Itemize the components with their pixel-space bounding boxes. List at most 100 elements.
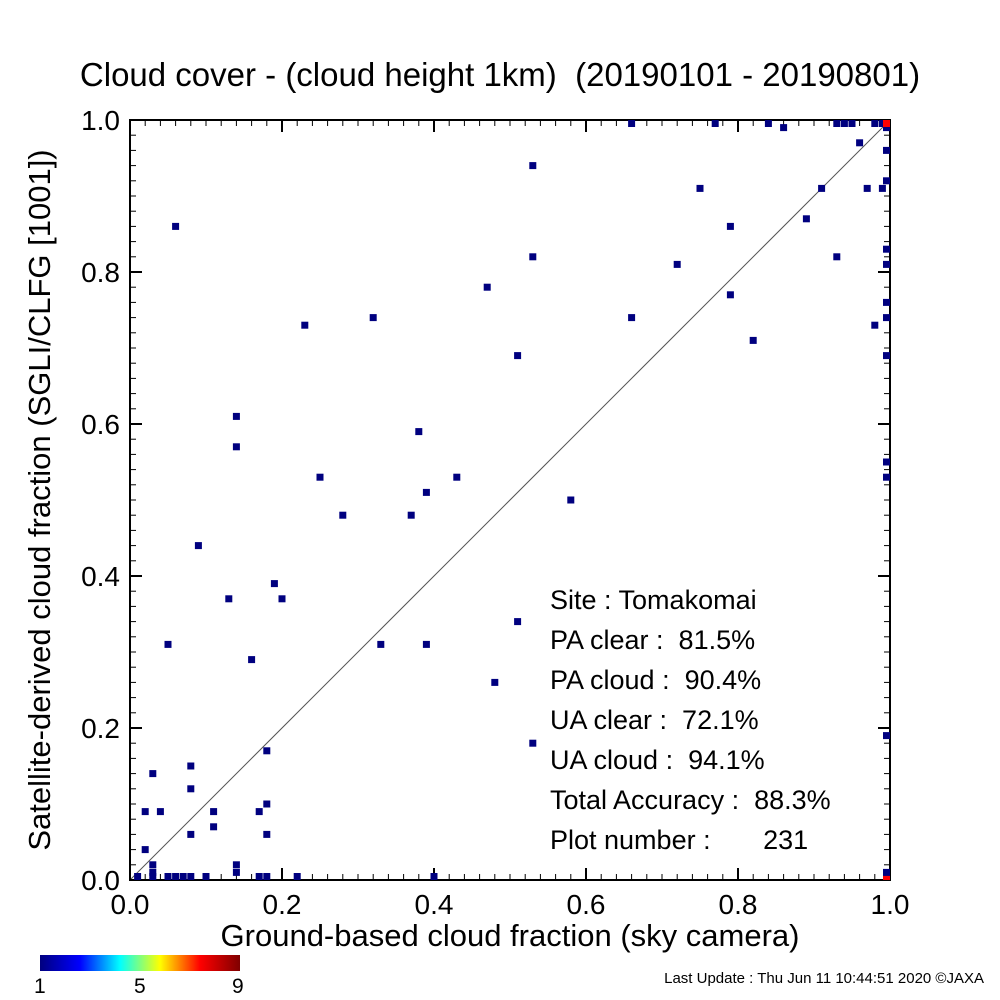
y-tick-label: 0.0: [81, 865, 120, 896]
data-point: [491, 678, 499, 686]
data-point: [780, 124, 788, 132]
data-point: [202, 873, 210, 880]
data-point: [255, 873, 263, 880]
data-point: [156, 808, 164, 816]
data-points: [134, 120, 890, 880]
x-tick-label: 0.6: [567, 889, 606, 920]
data-point: [164, 873, 172, 880]
data-point: [529, 253, 537, 261]
data-point: [179, 873, 187, 880]
colorbar-tick-max: 9: [232, 975, 244, 998]
data-point: [883, 124, 890, 132]
x-tick-label: 0.0: [111, 889, 150, 920]
data-point: [316, 473, 324, 481]
data-point: [871, 120, 879, 127]
data-point: [883, 352, 890, 360]
data-point: [210, 823, 218, 831]
y-tick-label: 0.4: [81, 561, 120, 592]
chart-title: Cloud cover - (cloud height 1km) (201901…: [79, 56, 921, 93]
data-point: [187, 873, 195, 880]
data-point: [514, 618, 522, 626]
data-point: [255, 808, 263, 816]
data-point: [422, 488, 430, 496]
data-point: [141, 808, 149, 816]
data-point: [164, 640, 172, 648]
stat-ua-cloud: UA cloud : 94.1%: [550, 745, 765, 775]
data-point: [567, 496, 575, 504]
data-point: [134, 873, 142, 880]
data-point: [673, 260, 681, 268]
data-point: [248, 656, 256, 664]
data-point: [187, 762, 195, 770]
stat-site: Site : Tomakomai: [550, 585, 757, 615]
data-point: [232, 443, 240, 451]
axis-tick-labels: 0.0 0.2 0.4 0.6 0.8 1.0 0.0 0.2 0.4 0.6 0.8 1.0: [81, 105, 909, 920]
data-point: [293, 873, 301, 880]
stat-pa-clear: PA clear : 81.5%: [550, 625, 756, 655]
data-point: [263, 873, 271, 880]
data-point: [883, 177, 890, 185]
stat-ua-clear: UA clear : 72.1%: [550, 705, 759, 735]
y-tick-label: 0.2: [81, 713, 120, 744]
stat-plot-number: Plot number : 231: [550, 825, 809, 855]
x-axis-label: Ground-based cloud fraction (sky camera): [220, 918, 800, 953]
data-point: [369, 314, 377, 322]
data-point: [149, 770, 157, 778]
one-to-one-line: [129, 119, 891, 881]
data-point: [187, 785, 195, 793]
data-point: [856, 139, 864, 147]
data-point: [415, 428, 423, 436]
data-point: [270, 580, 278, 588]
y-tick-label: 1.0: [81, 105, 120, 136]
data-point: [726, 222, 734, 230]
data-point: [628, 314, 636, 322]
data-point: [848, 120, 856, 127]
stat-pa-cloud: PA cloud : 90.4%: [550, 665, 762, 695]
data-point: [514, 352, 522, 360]
data-point: [187, 830, 195, 838]
data-point: [210, 808, 218, 816]
data-point: [883, 120, 890, 127]
data-point: [833, 120, 841, 127]
data-point: [149, 868, 157, 876]
x-tick-label: 0.4: [415, 889, 454, 920]
data-point: [263, 747, 271, 755]
data-point: [871, 321, 879, 329]
data-point: [833, 253, 841, 261]
data-point: [711, 120, 719, 127]
colorbar-tick-min: 1: [34, 975, 46, 998]
data-point: [278, 595, 286, 603]
data-point: [301, 321, 309, 329]
y-tick-label: 0.6: [81, 409, 120, 440]
stat-total-accuracy: Total Accuracy : 88.3%: [550, 785, 831, 815]
data-point: [430, 873, 438, 880]
data-point: [802, 215, 810, 223]
data-point: [726, 291, 734, 299]
data-point: [764, 120, 772, 127]
data-point: [232, 861, 240, 869]
data-point: [453, 473, 461, 481]
statistics-panel: Site : Tomakomai PA clear : 81.5% PA clo…: [550, 580, 831, 860]
x-tick-label: 0.2: [263, 889, 302, 920]
data-point: [149, 861, 157, 869]
data-point: [878, 184, 886, 192]
data-point: [749, 336, 757, 344]
y-axis-label: Satellite-derived cloud fraction (SGLI/C…: [22, 149, 57, 851]
data-point: [840, 120, 848, 127]
data-point: [628, 120, 636, 127]
data-point: [172, 222, 180, 230]
data-point: [883, 473, 890, 481]
data-point: [529, 162, 537, 170]
data-point: [878, 120, 886, 127]
data-point: [377, 640, 385, 648]
data-point: [263, 800, 271, 808]
data-point: [232, 868, 240, 876]
data-point: [232, 412, 240, 420]
data-point: [422, 640, 430, 648]
data-point: [483, 283, 491, 291]
data-point: [883, 314, 890, 322]
data-point: [172, 873, 180, 880]
x-tick-label: 0.8: [719, 889, 758, 920]
data-point: [883, 245, 890, 253]
